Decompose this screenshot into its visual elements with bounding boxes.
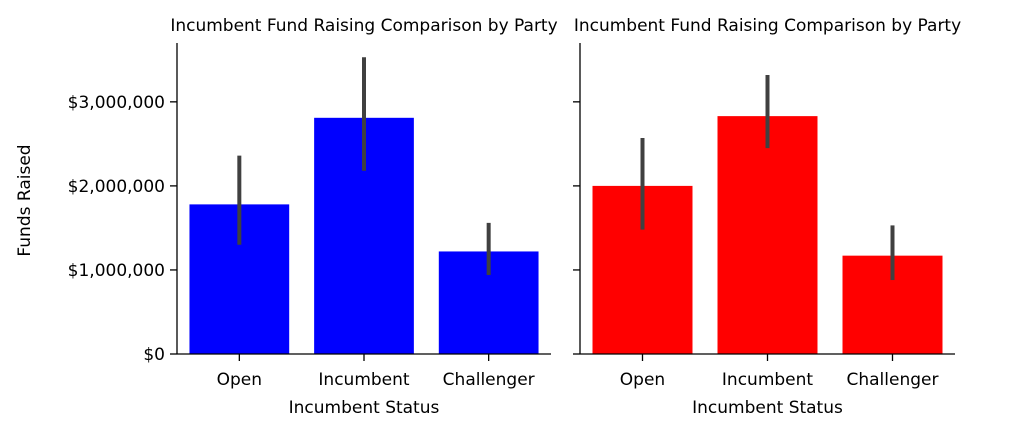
chart-panel-2: Incumbent Fund Raising Comparison by Par… bbox=[573, 16, 961, 418]
x-tick-label: Open bbox=[620, 370, 665, 390]
chart-title: Incumbent Fund Raising Comparison by Par… bbox=[574, 16, 961, 36]
x-tick-label: Incumbent bbox=[722, 370, 813, 390]
x-tick-label: Challenger bbox=[443, 370, 535, 390]
x-tick-label: Open bbox=[217, 370, 262, 390]
y-tick-label: $1,000,000 bbox=[68, 261, 165, 281]
y-tick-label: $0 bbox=[143, 345, 165, 365]
y-tick-label: $3,000,000 bbox=[68, 93, 165, 113]
x-axis-label: Incumbent Status bbox=[692, 398, 843, 418]
y-axis-label: Funds Raised bbox=[15, 144, 35, 256]
x-axis-label: Incumbent Status bbox=[289, 398, 440, 418]
chart-panel-1: Incumbent Fund Raising Comparison by Par… bbox=[15, 16, 558, 418]
bar-incumbent bbox=[717, 116, 818, 354]
chart-title: Incumbent Fund Raising Comparison by Par… bbox=[170, 16, 557, 36]
x-tick-label: Incumbent bbox=[318, 370, 409, 390]
y-tick-label: $2,000,000 bbox=[68, 177, 165, 197]
x-tick-label: Challenger bbox=[847, 370, 939, 390]
